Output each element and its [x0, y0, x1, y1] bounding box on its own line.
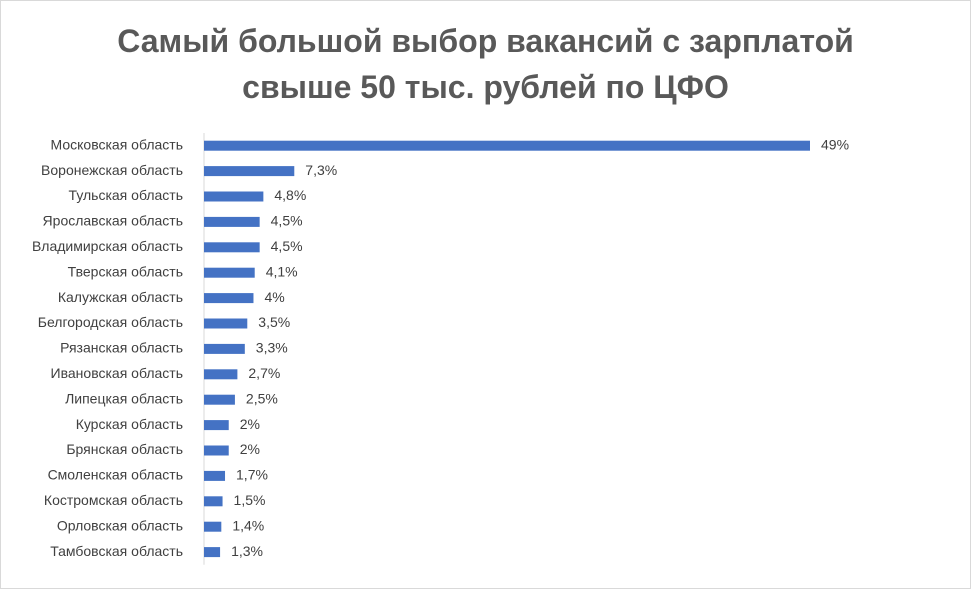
- data-label: 2%: [240, 441, 260, 457]
- category-label: Курская область: [76, 416, 183, 432]
- bar: [204, 343, 245, 354]
- bar: [204, 420, 229, 431]
- category-label: Калужская область: [58, 289, 183, 305]
- category-label: Тамбовская область: [50, 543, 183, 559]
- data-label: 3,5%: [258, 314, 290, 330]
- bar: [204, 242, 260, 253]
- category-label: Орловская область: [57, 517, 183, 533]
- category-label: Смоленская область: [48, 467, 183, 483]
- bar: [204, 216, 260, 227]
- bar: [204, 394, 235, 405]
- bar: [204, 318, 248, 329]
- data-label: 2%: [240, 416, 260, 432]
- data-label: 4,8%: [274, 187, 306, 203]
- data-label: 2,7%: [248, 365, 280, 381]
- data-label: 4,1%: [266, 263, 298, 279]
- category-label: Брянская область: [66, 441, 183, 457]
- category-label: Белгородская область: [38, 314, 183, 330]
- chart-title-line-1: Самый большой выбор вакансий с зарплатой: [117, 23, 854, 59]
- category-label: Липецкая область: [65, 390, 183, 406]
- category-label: Ивановская область: [51, 365, 183, 381]
- category-label: Воронежская область: [41, 162, 183, 178]
- bar: [204, 267, 255, 278]
- chart-title-line-2: свыше 50 тыс. рублей по ЦФО: [242, 69, 729, 105]
- data-label: 2,5%: [246, 390, 278, 406]
- bar: [204, 521, 222, 532]
- bar: [204, 191, 264, 202]
- category-label: Ярославская область: [43, 213, 183, 229]
- data-label: 4%: [264, 289, 284, 305]
- data-label: 4,5%: [271, 213, 303, 229]
- chart-title: Самый большой выбор вакансий с зарплатой…: [0, 18, 971, 110]
- bar: [204, 496, 223, 507]
- category-label: Тульская область: [69, 187, 183, 203]
- category-label: Московская область: [51, 136, 183, 152]
- bar: [204, 470, 226, 481]
- bar: [204, 166, 295, 177]
- category-label: Рязанская область: [60, 340, 183, 356]
- data-label: 7,3%: [305, 162, 337, 178]
- category-label: Владимирская область: [32, 238, 183, 254]
- bar: [204, 445, 229, 456]
- data-label: 3,3%: [256, 340, 288, 356]
- bar: [204, 140, 810, 151]
- data-label: 1,5%: [234, 492, 266, 508]
- data-label: 1,3%: [231, 543, 263, 559]
- bar: [204, 369, 238, 380]
- data-label: 1,4%: [232, 517, 264, 533]
- data-label: 49%: [821, 136, 849, 152]
- bar: [204, 547, 221, 558]
- data-label: 1,7%: [236, 467, 268, 483]
- bar: [204, 293, 254, 304]
- data-label: 4,5%: [271, 238, 303, 254]
- category-label: Тверская область: [68, 263, 183, 279]
- category-label: Костромская область: [44, 492, 183, 508]
